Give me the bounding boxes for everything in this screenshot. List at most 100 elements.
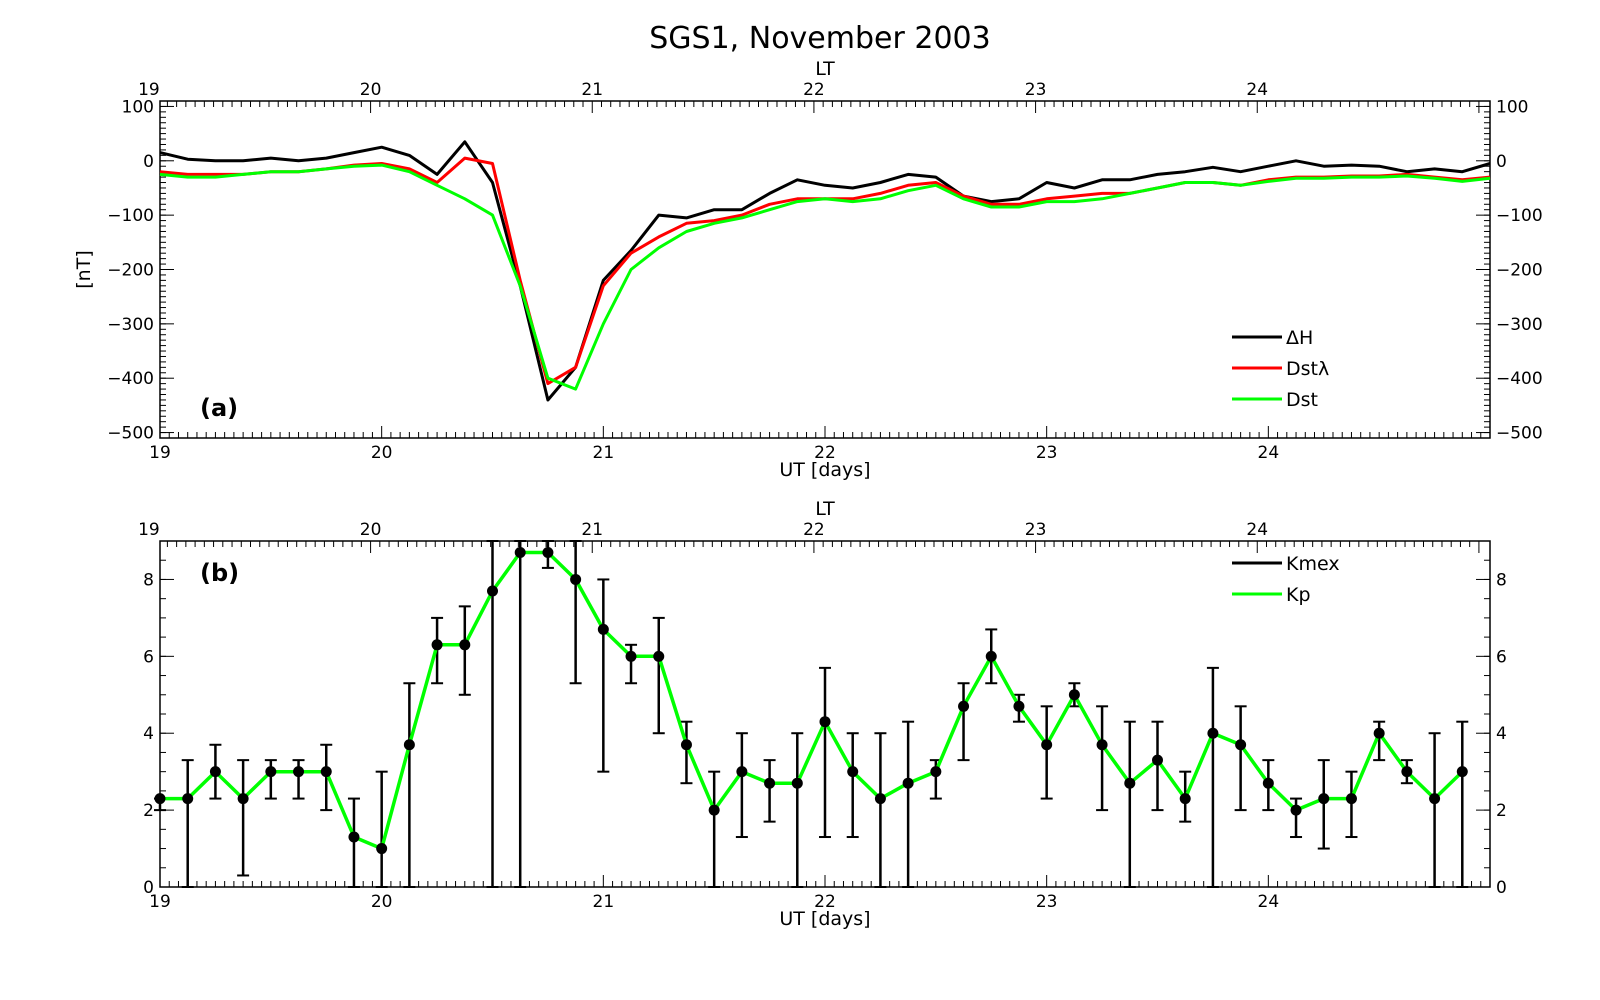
y-tick-label: −400 <box>107 369 154 389</box>
y-tick-label-right: 100 <box>1496 97 1528 117</box>
data-point <box>237 793 249 805</box>
y-tick-label: 6 <box>143 647 154 667</box>
lt-tick-label: 23 <box>1025 520 1047 540</box>
lt-tick-label: 20 <box>360 520 382 540</box>
x-tick-label: 23 <box>1036 892 1058 912</box>
data-point <box>708 804 720 816</box>
y-tick-label-right: −200 <box>1496 261 1543 281</box>
data-point <box>1235 739 1247 751</box>
figure-title: SGS1, November 2003 <box>649 21 990 56</box>
data-point <box>1262 777 1274 789</box>
data-point <box>570 573 582 585</box>
data-point <box>348 831 360 843</box>
series-line-Kp <box>160 550 1464 851</box>
lt-tick-label: 23 <box>1025 80 1047 100</box>
y-axis-label: [nT] <box>73 250 95 288</box>
data-point <box>625 650 637 662</box>
y-tick-label-right: −100 <box>1496 206 1543 226</box>
lt-tick-label: 19 <box>138 520 160 540</box>
legend-label-dH: ΔH <box>1286 327 1313 349</box>
y-tick-label-right: 2 <box>1496 801 1507 821</box>
lt-tick-label: 19 <box>138 80 160 100</box>
data-point <box>154 793 166 805</box>
legend-label-Kmex: Kmex <box>1286 553 1340 575</box>
x-tick-label: 19 <box>149 443 171 463</box>
lt-tick-label: 21 <box>581 80 603 100</box>
data-point <box>293 766 305 778</box>
data-point <box>958 700 970 712</box>
panel-a: 19 20 21 22 23 24 19 20 21 22 23 24 UT [days] LT 100 10… <box>73 58 1543 481</box>
data-point <box>1096 739 1108 751</box>
y-tick-label-right: 4 <box>1496 724 1507 744</box>
data-point <box>182 793 194 805</box>
legend-label-Kp: Kp <box>1286 584 1311 606</box>
y-tick-label: −100 <box>107 206 154 226</box>
series-line-Dst <box>159 163 1491 391</box>
y-tick-label-right: 6 <box>1496 647 1507 667</box>
x-tick-label: 19 <box>149 892 171 912</box>
x-tick-label: 23 <box>1036 443 1058 463</box>
data-point <box>209 766 221 778</box>
lt-tick-label: 22 <box>803 520 825 540</box>
data-point <box>736 766 748 778</box>
y-tick-label: −300 <box>107 315 154 335</box>
data-point <box>1152 754 1163 766</box>
y-tick-label-right: 8 <box>1496 570 1507 590</box>
data-point <box>680 739 692 751</box>
data-point <box>1124 777 1136 789</box>
y-tick-label: 0 <box>143 878 154 898</box>
legend-label-DstL: Dstλ <box>1286 358 1329 380</box>
y-tick-label-right: −300 <box>1496 315 1543 335</box>
data-point <box>653 650 665 662</box>
x-tick-label: 20 <box>371 892 393 912</box>
data-point <box>791 777 803 789</box>
x-tick-label: 20 <box>371 443 393 463</box>
y-tick-label-right: −500 <box>1496 424 1543 444</box>
data-point <box>819 716 831 728</box>
data-point <box>1373 727 1385 739</box>
data-point <box>1345 793 1357 805</box>
data-point <box>1318 793 1330 805</box>
x-tick-label: 21 <box>593 443 615 463</box>
data-point <box>487 585 498 597</box>
data-point <box>597 623 609 635</box>
y-tick-label: −500 <box>107 424 154 444</box>
data-point <box>1456 766 1468 778</box>
x-tick-label: 21 <box>593 892 615 912</box>
data-point <box>902 777 914 789</box>
data-point <box>1068 689 1080 701</box>
legend-label-Dst: Dst <box>1286 389 1318 411</box>
lt-tick-label: 22 <box>803 80 825 100</box>
x-tick-label: 24 <box>1258 892 1280 912</box>
data-point <box>1207 727 1219 739</box>
x-tick-label: 22 <box>814 892 836 912</box>
data-point <box>1179 793 1191 805</box>
data-point <box>320 766 332 778</box>
lt-tick-label: 24 <box>1246 80 1268 100</box>
y-tick-label-right: 0 <box>1496 152 1507 172</box>
x-axis-label: UT [days] <box>779 908 870 930</box>
lt-tick-label: 21 <box>581 520 603 540</box>
data-point <box>847 766 859 778</box>
x-tick-label: 24 <box>1258 443 1280 463</box>
data-point <box>403 739 415 751</box>
data-point <box>1290 804 1302 816</box>
x-tick-label: 22 <box>814 443 836 463</box>
y-tick-label: 4 <box>143 724 154 744</box>
data-point <box>930 766 942 778</box>
series-line-dH <box>159 140 1491 402</box>
y-tick-label: 2 <box>143 801 154 821</box>
y-tick-label: 8 <box>143 570 154 590</box>
data-point <box>459 639 471 651</box>
data-point <box>764 777 776 789</box>
panel-label: (a) <box>200 394 238 422</box>
lt-axis-label: LT <box>815 498 835 520</box>
panel-label: (b) <box>200 559 239 587</box>
y-tick-label-right: −400 <box>1496 369 1543 389</box>
lt-axis-label: LT <box>815 58 835 80</box>
data-point <box>1401 766 1413 778</box>
y-tick-label: 100 <box>122 97 154 117</box>
y-tick-label: −200 <box>107 261 154 281</box>
